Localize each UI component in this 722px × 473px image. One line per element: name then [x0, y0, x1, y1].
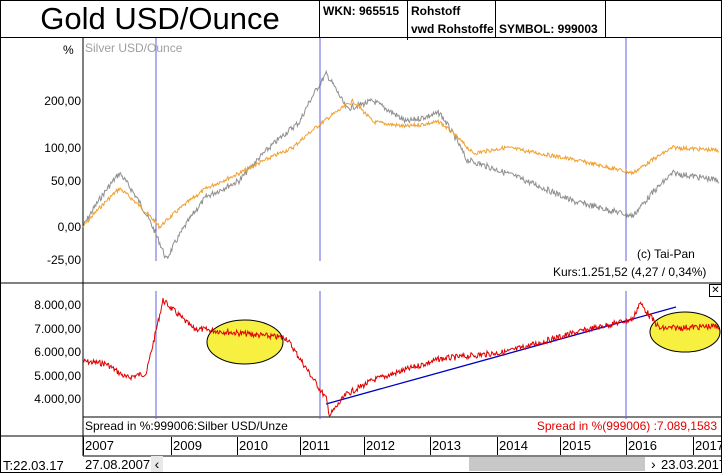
- y-tick: 50,00: [50, 174, 81, 188]
- scrollbar-track[interactable]: [163, 457, 649, 471]
- y-tick: 5.000,00: [34, 369, 81, 383]
- kurs-label: Kurs:1.251,52 (4,27 / 0,34%): [553, 265, 707, 279]
- scrollbar-thumb[interactable]: [469, 457, 645, 471]
- source-label: vwd Rohstoffe: [411, 22, 494, 36]
- y-tick: -25,00: [46, 253, 81, 267]
- header: Gold USD/Ounce WKN: 965515 Rohstoff vwd …: [1, 1, 721, 40]
- year-label: 2009: [171, 437, 202, 455]
- scroll-right-button[interactable]: ›: [651, 456, 656, 472]
- year-label: 2015: [560, 437, 591, 455]
- year-label: 2007: [83, 437, 114, 455]
- spread-value-label: Spread in %(999006) :7.089,1583: [536, 419, 717, 433]
- copyright: (c) Tai-Pan: [637, 247, 695, 261]
- start-date: 27.08.2007: [85, 457, 151, 472]
- highlight-ellipse: [206, 319, 284, 365]
- scroll-left-button[interactable]: ‹: [151, 456, 163, 472]
- legend-silver: Silver USD/Ounce: [85, 41, 183, 55]
- type-label: Rohstoff: [411, 4, 461, 18]
- date-label: T:22.03.17: [3, 458, 64, 473]
- series-spread: [82, 298, 720, 417]
- year-label: 2010: [237, 437, 268, 455]
- spread-left-label: Spread in %:999006:Silber USD/Unze: [85, 419, 288, 433]
- instrument-title: Gold USD/Ounce: [1, 1, 320, 37]
- unit-label: %: [63, 43, 74, 57]
- trend-line: [325, 306, 677, 405]
- y-tick: 7.000,00: [34, 322, 81, 336]
- year-label: 2012: [364, 437, 395, 455]
- year-label: 2016: [626, 437, 657, 455]
- series-silver: [82, 69, 720, 260]
- wkn-label: WKN: 965515: [320, 1, 408, 40]
- year-label: 2013: [430, 437, 461, 455]
- year-label: 2014: [497, 437, 528, 455]
- y-tick: 200,00: [44, 94, 81, 108]
- y-tick: 4.000,00: [34, 392, 81, 406]
- source-cell: Rohstoff vwd Rohstoffe: [408, 1, 496, 37]
- y-tick: 8.000,00: [34, 298, 81, 312]
- y-tick: 100,00: [44, 141, 81, 155]
- series-gold: [82, 98, 720, 230]
- end-date: 23.03.2017: [661, 457, 722, 472]
- y-tick: 6.000,00: [34, 345, 81, 359]
- symbol-label: SYMBOL: 999003: [496, 1, 606, 37]
- year-label: 2011: [300, 437, 330, 455]
- year-label: 2017: [693, 437, 722, 455]
- highlight-ellipse: [649, 311, 721, 353]
- close-panel-button[interactable]: ✕: [709, 284, 721, 297]
- y-tick: 0,00: [57, 220, 81, 234]
